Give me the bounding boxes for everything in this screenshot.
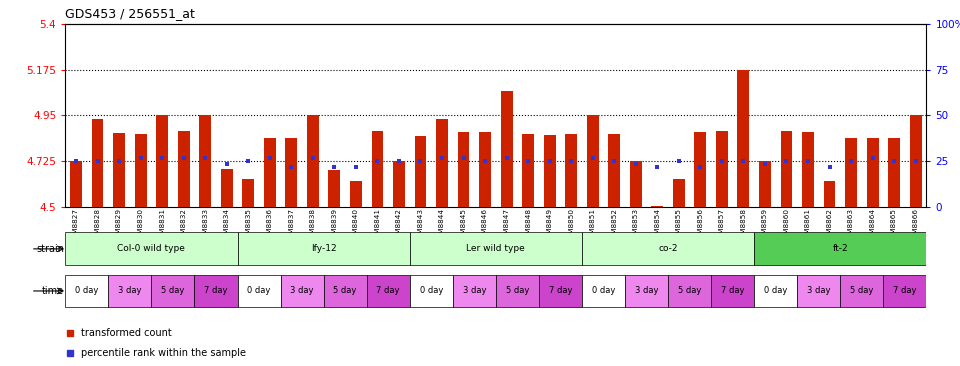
Text: 3 day: 3 day [463,287,486,295]
Bar [625,274,668,307]
Text: GDS453 / 256551_at: GDS453 / 256551_at [65,7,195,20]
Bar [367,274,410,307]
Bar [888,138,900,207]
Bar [501,91,513,207]
Bar [910,115,922,207]
Bar [65,274,108,307]
Text: 0 day: 0 day [764,287,787,295]
Bar [108,274,152,307]
Bar [91,119,104,207]
Bar [221,169,232,207]
Bar [156,115,168,207]
Bar [195,274,237,307]
Bar [840,274,883,307]
Text: 3 day: 3 day [118,287,142,295]
Bar [630,161,641,207]
Text: co-2: co-2 [659,244,678,253]
Bar [582,274,625,307]
Bar [134,134,147,207]
Text: strain: strain [36,244,64,254]
Text: 7 day: 7 day [721,287,744,295]
Bar [797,274,840,307]
Bar [178,131,190,207]
Bar [415,136,426,207]
Bar [65,232,237,265]
Bar [242,179,254,207]
Bar [673,179,684,207]
Bar [70,161,82,207]
Bar [609,134,620,207]
Bar [755,274,797,307]
Text: 0 day: 0 day [248,287,271,295]
Text: 5 day: 5 day [333,287,357,295]
Text: 3 day: 3 day [635,287,659,295]
Bar [883,274,926,307]
Text: 7 day: 7 day [893,287,917,295]
Bar [539,274,582,307]
Text: 0 day: 0 day [420,287,443,295]
Bar [737,70,750,207]
Text: time: time [42,286,64,296]
Bar [496,274,539,307]
Bar [324,274,367,307]
Bar [152,274,195,307]
Text: 3 day: 3 day [807,287,830,295]
Bar [328,170,340,207]
Bar [522,134,534,207]
Text: 0 day: 0 day [591,287,615,295]
Bar [307,115,319,207]
Bar [372,131,383,207]
Bar [237,274,280,307]
Text: ft-2: ft-2 [832,244,848,253]
Bar [755,232,926,265]
Bar [652,206,663,207]
Bar [759,161,771,207]
Text: 5 day: 5 day [851,287,874,295]
Bar [458,131,469,207]
Text: 5 day: 5 day [506,287,529,295]
Text: Ler wild type: Ler wild type [467,244,525,253]
Bar [587,115,599,207]
Bar [711,274,755,307]
Text: lfy-12: lfy-12 [311,244,336,253]
Text: percentile rank within the sample: percentile rank within the sample [81,348,246,358]
Bar [436,119,448,207]
Bar [802,131,814,207]
Bar [393,161,405,207]
Bar [543,135,556,207]
Bar [668,274,711,307]
Bar [200,115,211,207]
Text: 7 day: 7 day [204,287,228,295]
Bar [824,182,835,207]
Text: Col-0 wild type: Col-0 wild type [117,244,185,253]
Text: 7 day: 7 day [376,287,400,295]
Text: 3 day: 3 day [290,287,314,295]
Text: 5 day: 5 day [678,287,701,295]
Bar [453,274,496,307]
Bar [694,131,707,207]
Bar [845,138,857,207]
Bar [716,131,728,207]
Bar [113,132,125,207]
Bar [565,134,577,207]
Bar [285,138,298,207]
Text: transformed count: transformed count [81,328,172,338]
Bar [410,232,582,265]
Bar [479,131,491,207]
Text: 0 day: 0 day [75,287,99,295]
Bar [280,274,324,307]
Bar [780,131,792,207]
Bar [410,274,453,307]
Bar [582,232,755,265]
Text: 7 day: 7 day [549,287,572,295]
Bar [264,138,276,207]
Text: 5 day: 5 day [161,287,184,295]
Bar [237,232,410,265]
Bar [350,182,362,207]
Bar [867,138,878,207]
